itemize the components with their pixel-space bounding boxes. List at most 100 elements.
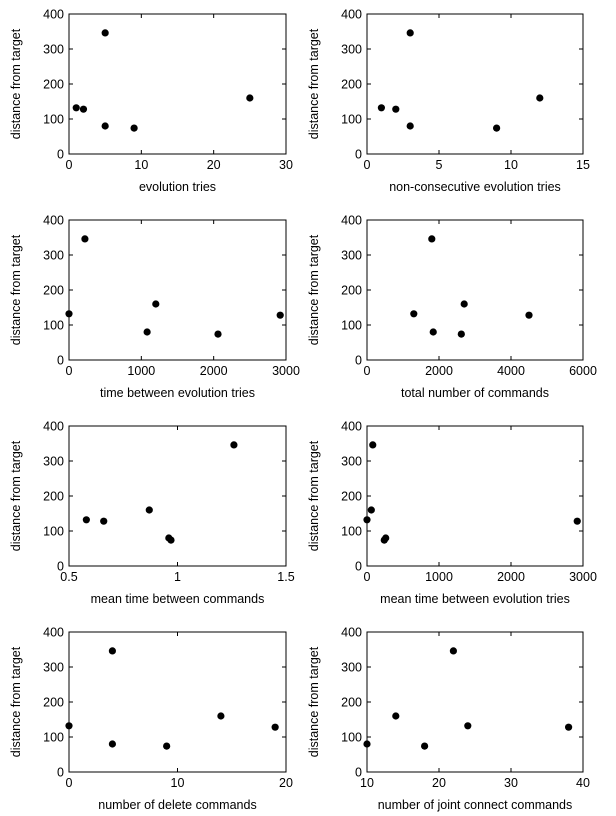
y-axis-label: distance from target	[307, 440, 321, 551]
y-tick-label: 200	[341, 284, 362, 298]
plot-frame	[366, 631, 584, 773]
data-point	[525, 311, 533, 319]
scatter-chart-2: 0 5 10 15 0 100 200 300 400 non-consecutive evolu…	[307, 8, 590, 195]
data-point	[82, 516, 90, 524]
y-tick-label: 100	[43, 113, 64, 127]
data-point	[276, 311, 284, 319]
y-tick-label: 100	[341, 525, 362, 539]
y-tick-label: 0	[355, 766, 362, 780]
x-tick-label: 0	[364, 364, 371, 378]
data-point	[565, 723, 573, 731]
x-tick-label: 20	[432, 776, 446, 790]
x-tick-label: 0	[364, 158, 371, 172]
x-axis-label: non-consecutive evolution tries	[389, 180, 561, 194]
data-point	[429, 328, 437, 336]
y-axis-label: distance from target	[9, 440, 23, 551]
y-tick-label: 0	[355, 148, 362, 162]
x-tick-label: 20	[207, 158, 221, 172]
data-point	[65, 722, 73, 730]
x-tick-label: 0	[66, 364, 73, 378]
x-axis-label: mean time between evolution tries	[380, 592, 570, 606]
plot-frame	[68, 425, 287, 567]
x-axis-label: total number of commands	[401, 386, 549, 400]
y-tick-label: 300	[341, 43, 362, 57]
data-point	[377, 104, 385, 112]
data-point	[392, 105, 400, 113]
data-point	[493, 124, 501, 132]
y-tick-label: 0	[57, 148, 64, 162]
data-point	[464, 722, 472, 730]
y-tick-label: 200	[341, 78, 362, 92]
data-point	[369, 441, 377, 449]
y-tick-label: 100	[341, 731, 362, 745]
data-point	[167, 536, 175, 544]
y-tick-label: 300	[341, 661, 362, 675]
y-tick-label: 400	[341, 626, 362, 640]
data-point	[271, 723, 279, 731]
y-tick-label: 200	[43, 284, 64, 298]
data-point	[152, 300, 160, 308]
x-axis-label: number of joint connect commands	[378, 798, 573, 812]
y-axis-label: distance from target	[307, 646, 321, 757]
y-axis-label: distance from target	[307, 28, 321, 139]
y-tick-label: 300	[43, 455, 64, 469]
y-tick-label: 400	[341, 214, 362, 228]
x-tick-label: 2000	[425, 364, 453, 378]
data-point	[449, 647, 457, 655]
y-tick-label: 0	[57, 766, 64, 780]
plot-frame	[68, 13, 287, 155]
x-tick-label: 0.5	[60, 570, 77, 584]
x-tick-label: 30	[279, 158, 293, 172]
data-point	[406, 29, 414, 37]
x-tick-label: 10	[171, 776, 185, 790]
y-tick-label: 400	[43, 8, 64, 22]
y-tick-label: 400	[341, 420, 362, 434]
data-point	[363, 740, 371, 748]
data-point	[108, 647, 116, 655]
y-tick-label: 0	[57, 354, 64, 368]
data-point	[143, 328, 151, 336]
data-point	[428, 235, 436, 243]
data-point	[367, 506, 375, 514]
data-point	[421, 742, 429, 750]
plot-frame	[68, 219, 287, 361]
x-tick-label: 3000	[272, 364, 300, 378]
data-point	[573, 517, 581, 525]
x-tick-label: 30	[504, 776, 518, 790]
data-point	[410, 310, 418, 318]
x-tick-label: 0	[66, 158, 73, 172]
y-tick-label: 400	[43, 214, 64, 228]
y-tick-label: 200	[341, 490, 362, 504]
y-tick-label: 0	[57, 560, 64, 574]
x-tick-label: 40	[576, 776, 590, 790]
y-tick-label: 300	[43, 661, 64, 675]
data-point	[145, 506, 153, 514]
plot-frame	[366, 425, 584, 567]
y-tick-label: 200	[43, 696, 64, 710]
data-point	[81, 235, 89, 243]
y-tick-label: 200	[43, 490, 64, 504]
y-tick-label: 200	[43, 78, 64, 92]
plot-frame	[366, 13, 584, 155]
y-axis-label: distance from target	[9, 646, 23, 757]
y-tick-label: 0	[355, 354, 362, 368]
x-tick-label: 3000	[569, 570, 597, 584]
data-point	[101, 122, 109, 130]
data-point	[457, 330, 465, 338]
y-tick-label: 400	[43, 626, 64, 640]
y-tick-label: 100	[43, 525, 64, 539]
y-tick-label: 300	[43, 249, 64, 263]
x-tick-label: 10	[360, 776, 374, 790]
y-axis-label: distance from target	[307, 234, 321, 345]
data-point	[79, 105, 88, 113]
x-tick-label: 10	[134, 158, 148, 172]
y-axis-label: distance from target	[9, 28, 23, 139]
data-point	[406, 122, 414, 130]
x-tick-label: 0	[364, 570, 371, 584]
x-tick-label: 1000	[425, 570, 453, 584]
x-tick-label: 4000	[497, 364, 525, 378]
y-tick-label: 200	[341, 696, 362, 710]
y-tick-label: 100	[341, 319, 362, 333]
